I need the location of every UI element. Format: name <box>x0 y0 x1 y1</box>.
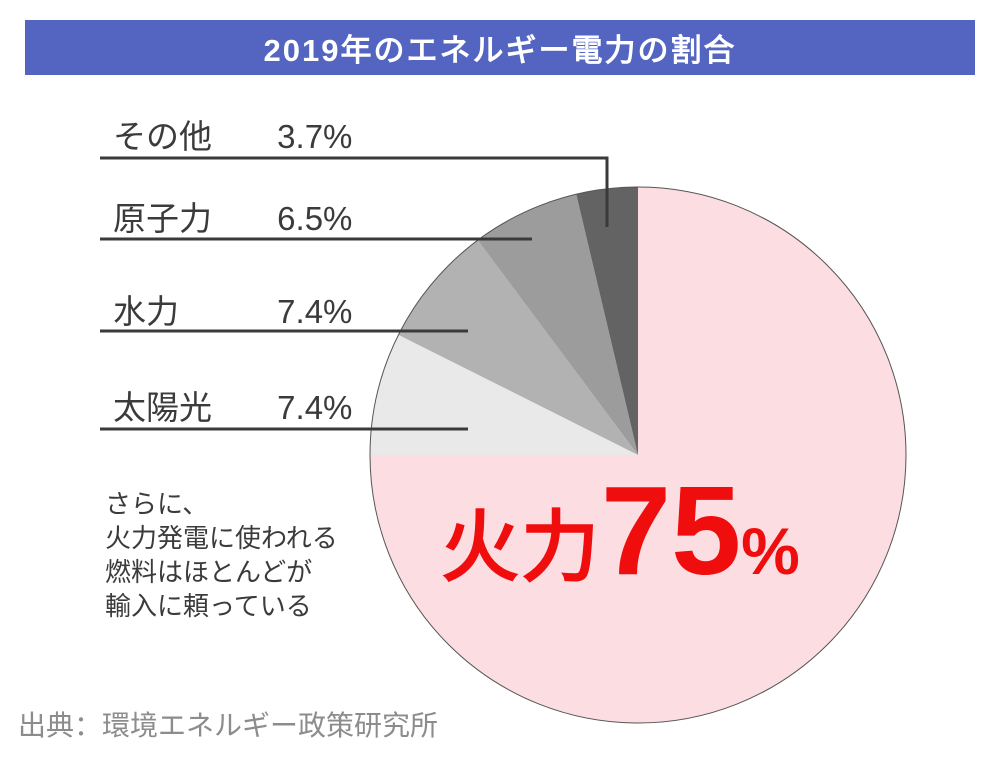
legend-row-nuclear: 原子力 6.5% <box>113 192 352 237</box>
legend-value-hydro: 7.4% <box>277 293 353 330</box>
pie-slice-hydro <box>398 240 638 455</box>
source-credit: 出典：環境エネルギー政策研究所 <box>18 710 439 741</box>
pie-slice-other <box>576 187 638 455</box>
pie-slice-solar <box>370 334 638 455</box>
chart-title: 2019年のエネルギー電力の割合 <box>263 33 737 68</box>
legend-row-other: その他 3.7% <box>113 110 352 155</box>
pie-slices <box>370 187 906 723</box>
pie-outline <box>369 186 907 724</box>
legend-label-hydro: 水力 <box>113 293 179 330</box>
legend-row-solar: 太陽光 7.4% <box>113 381 352 426</box>
legend-label-solar: 太陽光 <box>113 389 212 426</box>
pie-slice-nuclear <box>477 194 638 455</box>
legend-value-solar: 7.4% <box>277 389 353 426</box>
thermal-callout-value: 75 <box>601 460 742 601</box>
leader-line-other <box>100 156 609 227</box>
thermal-callout-label: 火力 <box>441 503 602 591</box>
legend-row-hydro: 水力 7.4% <box>113 285 352 330</box>
thermal-callout: 火力 75 % <box>441 468 800 594</box>
legend-value-other: 3.7% <box>277 118 353 155</box>
legend-label-nuclear: 原子力 <box>113 200 212 237</box>
legend-value-nuclear: 6.5% <box>277 200 353 237</box>
legend-label-other: その他 <box>113 118 212 155</box>
annotation-note: さらに、 火力発電に使われる 燃料はほとんどが 輸入に頼っている <box>105 489 338 621</box>
title-bar: 2019年のエネルギー電力の割合 <box>25 20 975 75</box>
thermal-callout-unit: % <box>741 514 800 588</box>
